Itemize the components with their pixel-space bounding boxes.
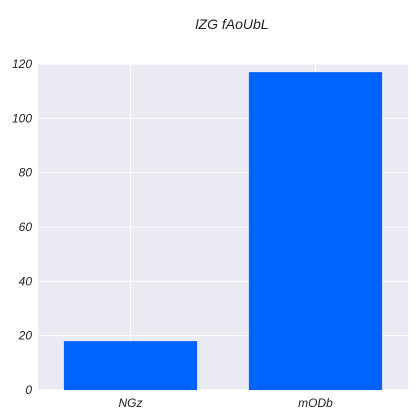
bar-NGz — [63, 341, 198, 390]
y-tick-label: 0 — [25, 383, 32, 397]
bars — [63, 72, 383, 391]
y-tick-label: 40 — [19, 274, 33, 288]
y-tick-label: 120 — [12, 57, 32, 71]
y-tick-label: 100 — [12, 111, 32, 125]
y-tick-label: 20 — [18, 329, 33, 343]
y-tick-label: 60 — [19, 220, 33, 234]
y-tick-label: 80 — [19, 166, 33, 180]
x-tick-label: mODb — [298, 396, 333, 410]
chart-title: lZG fAoUbL — [195, 16, 268, 32]
y-axis-ticks: 0 20 40 60 80 100 120 — [12, 57, 32, 397]
bar-mODb — [248, 72, 383, 391]
x-tick-label: NGz — [119, 396, 143, 410]
x-axis-ticks: NGz mODb — [119, 396, 334, 410]
